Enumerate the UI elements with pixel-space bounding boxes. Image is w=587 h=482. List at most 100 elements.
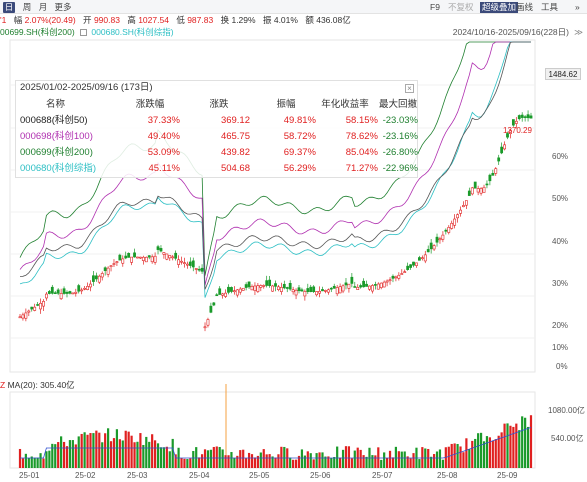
row-name: 000680(科创综指) (20, 163, 97, 174)
candle-body (415, 262, 418, 266)
row-amplitude: 69.37% (283, 147, 316, 158)
volume-bar (397, 451, 400, 468)
candle-body (56, 289, 60, 294)
series-checkbox[interactable] (80, 29, 88, 36)
candle-body (241, 287, 245, 291)
candle-body (253, 285, 257, 291)
volume-bar (289, 457, 292, 468)
table-row[interactable]: 000688(科创50) 37.33% 369.12 49.81% 58.15%… (16, 113, 419, 129)
row-drawdown: -22.96% (382, 163, 418, 174)
header-change: 涨跌 (209, 99, 229, 110)
expand-icon[interactable]: » (575, 2, 580, 12)
volume-bar (324, 456, 327, 468)
candle-body (271, 285, 274, 292)
no-adjust-button[interactable]: 不复权 (448, 2, 474, 12)
row-drawdown: -26.80% (382, 147, 418, 158)
volume-bar (236, 455, 239, 468)
volume-bar (153, 440, 157, 468)
period-monthly[interactable]: 月 (38, 2, 48, 12)
row-change: 369.12 (220, 115, 250, 126)
volume-bar (51, 443, 54, 468)
volume-bar (347, 446, 351, 468)
candle-body (36, 304, 40, 306)
candle-body (485, 183, 489, 186)
volume-bar (312, 459, 315, 468)
candle-body (191, 260, 195, 268)
candle-body (197, 268, 201, 271)
price-frame (9, 39, 536, 373)
series-line-kc100 (19, 41, 531, 286)
volume-bar (477, 433, 480, 468)
date-label: 25-01 (19, 471, 40, 480)
candle-body (188, 261, 192, 266)
volume-bar (168, 451, 171, 468)
close-icon[interactable]: × (405, 84, 414, 93)
overlay-series-kc200[interactable]: 00699.SH(科创200) (0, 27, 75, 37)
volume-bar (447, 446, 450, 468)
candle-body (130, 256, 133, 263)
volume-bar (192, 451, 195, 468)
candle-body (89, 283, 92, 288)
candle-body (47, 291, 51, 294)
candle-body (180, 260, 183, 263)
volume-bar (98, 432, 101, 468)
toolbar: 日 周 月 更多 F9 不复权 超级叠加 画线 工具 » (0, 0, 587, 14)
volume-bar (36, 457, 39, 468)
candle-body (526, 114, 530, 119)
volume-bar (488, 437, 491, 468)
volume-bar (435, 451, 439, 468)
candle-body (368, 285, 371, 290)
table-row[interactable]: 000680(科创综指) 45.11% 504.68 56.29% 71.27%… (16, 161, 419, 177)
table-row[interactable]: 000698(科创100) 49.40% 465.75 58.72% 78.62… (16, 129, 419, 145)
draw-line-button[interactable]: 画线 (516, 2, 534, 12)
indicator-prefix: Z (0, 380, 6, 390)
tools-button[interactable]: 工具 (541, 2, 559, 12)
candle-body (362, 280, 366, 288)
volume-bar (109, 441, 113, 468)
quote-prefix: '1 (0, 15, 7, 25)
candle-body (482, 186, 486, 193)
f9-button[interactable]: F9 (430, 2, 440, 12)
volume-bar (101, 442, 104, 468)
volume-bar (456, 443, 459, 468)
quote-open: 开 990.83 (83, 15, 120, 25)
period-daily[interactable]: 日 (3, 2, 15, 13)
volume-bar (139, 433, 142, 468)
candle-body (109, 265, 113, 267)
candle-body (359, 285, 363, 288)
volume-bar (118, 439, 121, 468)
candle-body (77, 285, 81, 292)
volume-bar (195, 447, 198, 468)
candle-body (511, 119, 515, 126)
chevron-icon[interactable]: ≫ (574, 27, 583, 37)
volume-bar (491, 440, 494, 468)
period-more[interactable]: 更多 (54, 2, 72, 12)
volume-bar (247, 452, 251, 468)
candle-body (423, 254, 427, 262)
volume-bar (133, 442, 136, 468)
overlay-series-kczz[interactable]: 000680.SH(科创综指) (91, 27, 174, 37)
candle-body (470, 187, 474, 195)
volume-bar (250, 454, 254, 468)
table-row[interactable]: 000699(科创200) 53.09% 439.82 69.37% 85.04… (16, 145, 419, 161)
candle-body (265, 280, 269, 286)
candle-body (517, 115, 521, 120)
volume-bar (245, 458, 248, 468)
candle-body (306, 288, 310, 292)
candle-body (232, 290, 236, 293)
candle-body (177, 259, 180, 265)
volume-bar (383, 452, 386, 468)
volume-bar (21, 458, 25, 468)
candle-body (159, 248, 163, 252)
period-weekly[interactable]: 周 (22, 2, 32, 12)
volume-bar (430, 456, 433, 468)
candle-body (106, 267, 110, 275)
candle-body (244, 284, 248, 288)
super-overlay-button[interactable]: 超级叠加 (480, 2, 519, 13)
volume-bar (57, 442, 60, 468)
volume-bar (330, 458, 333, 468)
volume-bar (441, 459, 444, 468)
volume-bar (300, 449, 304, 468)
